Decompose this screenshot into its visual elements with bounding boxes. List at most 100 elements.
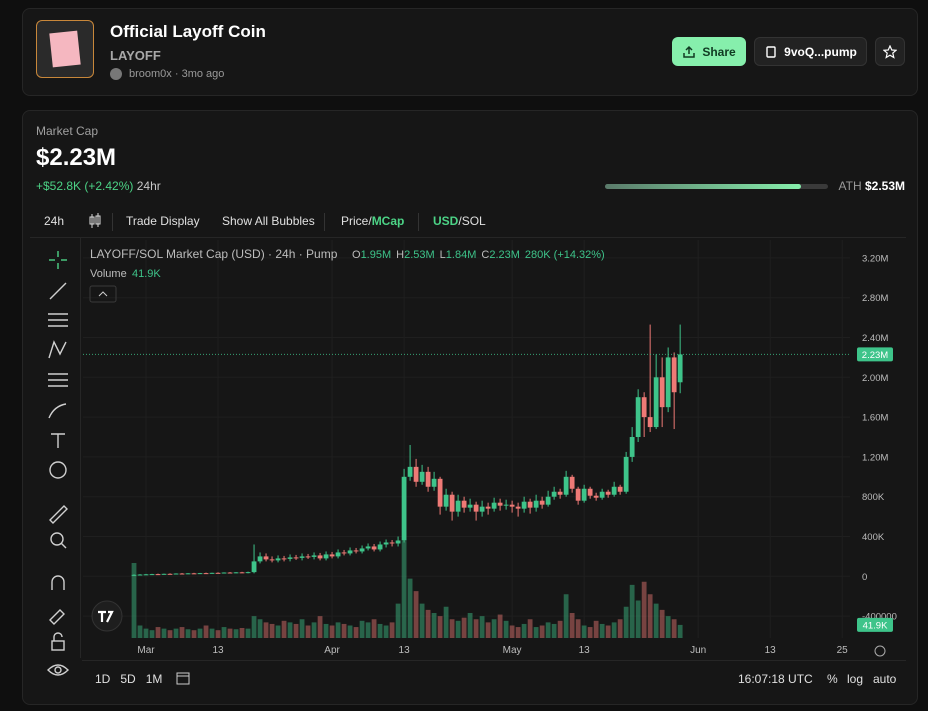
candle-body [353,550,359,552]
slash: / [458,214,462,228]
candle-body [395,540,401,544]
candle-body [641,397,647,418]
mcap-value: $2.23M [36,144,117,171]
candle-body [413,466,419,482]
candle-body [365,546,371,549]
volume-bar [503,620,509,638]
lock-draw-tool[interactable] [49,609,65,625]
eye-tool[interactable] [47,664,69,676]
candle-body [137,574,143,576]
share-button[interactable]: Share [672,37,746,66]
volume-bar [389,622,395,638]
magnet-tool[interactable] [51,575,65,590]
brush-tool[interactable] [48,403,67,419]
volume-bar [545,622,551,638]
interval-button[interactable]: 24h [44,214,65,228]
volume-bar [599,623,605,638]
range-button[interactable]: 5D [120,672,136,686]
y-tick-label: -400000 [862,612,897,623]
calendar-icon[interactable] [175,670,191,686]
candle-body [383,542,389,545]
fib-tool[interactable] [48,373,68,387]
ohlc-key: H [396,249,404,261]
candle-body [671,357,677,393]
star-icon [883,44,897,59]
ohlc-change: 280K (+14.32%) [525,249,605,261]
pattern-tool[interactable] [48,340,67,359]
candle-body [557,491,563,495]
chart-title: LAYOFF/SOL Market Cap (USD) · 24h · Pump [90,247,338,261]
range-button[interactable]: 1D [95,672,111,686]
collapse-button[interactable] [89,285,117,303]
x-tick-label: 13 [212,645,224,656]
candle-body [233,572,239,574]
ath-fill [605,184,802,189]
ath-track [605,184,828,189]
volume-bar [239,628,245,638]
candle-body [677,354,683,383]
lock-tool[interactable] [51,632,65,651]
creator[interactable]: broom0x [129,68,172,80]
emoji-tool[interactable] [49,461,67,479]
trade-display[interactable]: Trade Display [126,214,200,228]
range-button[interactable]: 1M [145,672,163,686]
bubbles-toggle[interactable]: Show All Bubbles [222,214,315,228]
volume-bar [485,622,491,638]
ohlc-value: 1.84M [446,249,477,261]
volume-bar [173,628,179,638]
candle-body [191,573,197,575]
volume-bar [623,606,629,638]
trend-line-tool[interactable] [49,282,67,300]
volume-bar [377,623,383,638]
mcap-label: Market Cap [36,124,99,138]
candle-body [539,500,545,505]
percent-toggle[interactable]: % [827,672,838,686]
candle-body [275,558,281,561]
text-tool[interactable] [51,433,65,448]
auto-toggle[interactable]: auto [873,672,897,686]
settings-icon[interactable] [874,645,886,657]
candle-type-icon[interactable] [88,212,102,230]
candle-body [581,488,587,501]
ruler-tool[interactable] [49,505,68,524]
mcap-change-row: +$52.8K (+2.42%) 24hr [36,179,161,193]
volume-bar [293,623,299,638]
candle-body [455,500,461,512]
x-tick-label: 13 [579,645,591,656]
candle-body [197,573,203,575]
address: 9voQ...pump [784,44,857,59]
volume-bar [491,619,497,638]
volume-bar [437,616,443,638]
star-button[interactable] [875,37,905,66]
volume-bar [401,541,407,638]
volume-bar [593,620,599,638]
candle-body [497,502,503,506]
candle-body [419,471,425,482]
volume-bar [275,625,281,638]
mcap-period: 24hr [136,179,161,193]
zoom-tool[interactable] [50,532,67,549]
volume-bar [455,620,461,638]
log-toggle[interactable]: log [847,672,864,686]
volume-bar [353,627,359,638]
hline-tool[interactable] [48,313,68,327]
price-mcap-toggle[interactable]: Price/MCap [341,214,404,228]
currency-toggle[interactable]: USD/SOL [433,214,486,228]
y-tick-label: 3.20M [862,253,888,264]
address-button[interactable]: 9voQ...pump [754,37,867,66]
candle-body [449,494,455,512]
volume-bar [467,613,473,638]
x-tick-label: 13 [399,645,411,656]
ohlc-key: L [440,249,446,261]
ohlc-value: 1.95M [361,249,392,261]
volume-bar [209,628,215,638]
volume-bar [191,630,197,638]
share-icon [683,45,696,58]
volume-bar [323,623,329,638]
candle-body [623,456,629,492]
volume-bar [569,613,575,638]
crosshair-tool[interactable] [49,251,67,269]
dot: · [174,68,179,80]
candle-body [605,491,611,495]
